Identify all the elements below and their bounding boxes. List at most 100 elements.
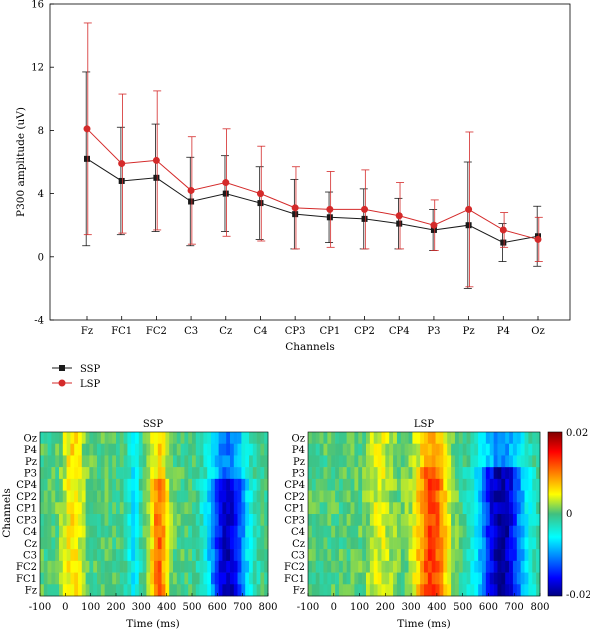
- heatmap-cell: [424, 525, 429, 538]
- heatmap-cell: [331, 443, 336, 456]
- heatmap-cell: [308, 432, 313, 445]
- heatmap-cell: [123, 478, 128, 491]
- heatmap-cell: [505, 572, 510, 585]
- heatmap-cell: [311, 432, 317, 445]
- heatmap-cell: [241, 478, 246, 491]
- heatmap-cell: [203, 584, 208, 597]
- heatmap-cell: [308, 560, 313, 573]
- heatmap-cell: [323, 514, 328, 527]
- heatmap-cell: [420, 490, 425, 503]
- heatmap-cell: [260, 560, 265, 573]
- heatmap-cell: [93, 443, 98, 456]
- heatmap-cell: [335, 432, 340, 445]
- heatmap-cell: [150, 478, 155, 491]
- heatmap-cell: [222, 478, 227, 491]
- heatmap-cell: [51, 490, 56, 503]
- heatmap-cell: [169, 525, 174, 538]
- heatmap-cell: [400, 549, 405, 562]
- heatmap-cell: [108, 514, 113, 527]
- heatmap-cell: [249, 514, 254, 527]
- heatmap-cell: [474, 467, 479, 480]
- heatmap-cell: [123, 455, 128, 468]
- heatmap-cell: [135, 455, 140, 468]
- heatmap-cell: [451, 443, 456, 456]
- heatmap-cell: [165, 490, 170, 503]
- heatmap-cell: [104, 572, 109, 585]
- heatmap-cell: [100, 560, 105, 573]
- heatmap-cell: [389, 549, 394, 562]
- heatmap-cell: [203, 525, 208, 538]
- heatmap-cell: [59, 537, 64, 550]
- heatmap-cell: [264, 572, 269, 585]
- row-label-cp1: CP1: [16, 504, 37, 515]
- heatmap-cell: [249, 490, 254, 503]
- heatmap-cell: [55, 478, 60, 491]
- heatmap-frame: [307, 431, 541, 597]
- heatmap-cell: [335, 572, 340, 585]
- heatmap-cell: [509, 467, 514, 480]
- heatmap-cell: [47, 432, 52, 445]
- row-label-cz: Cz: [24, 539, 37, 550]
- heatmap-cell: [192, 478, 197, 491]
- heatmap-cell: [342, 537, 347, 550]
- heatmap-cell: [466, 572, 471, 585]
- heatmap-cell: [470, 525, 475, 538]
- heatmap-cell: [528, 432, 533, 445]
- heatmap-cell: [154, 560, 159, 573]
- heatmap-cell: [420, 467, 425, 480]
- heatmap-cell: [512, 537, 518, 550]
- line-chart-x-axis: Fz FC1 FC2 C3 Cz C4 CP3 CP1 CP2 CP4 P3 Pz P4 Oz: [81, 316, 545, 337]
- heatmap-cell: [188, 514, 193, 527]
- heatmap-cell: [59, 432, 64, 445]
- heatmap-cell: [458, 584, 463, 597]
- heatmap-cell: [393, 432, 398, 445]
- heatmap-cell: [366, 549, 371, 562]
- heatmap-cell: [520, 502, 525, 515]
- row-label-c4: C4: [23, 527, 37, 538]
- heatmap-cell: [78, 549, 83, 562]
- heatmap-cell: [520, 443, 525, 456]
- heatmap-cell: [70, 572, 75, 585]
- heatmap-cell: [127, 560, 132, 573]
- heatmap-cell: [104, 443, 109, 456]
- heatmap-cell: [373, 584, 378, 597]
- heatmap-cell: [112, 478, 117, 491]
- heatmap-cell: [226, 432, 231, 445]
- heatmap-cell: [424, 478, 429, 491]
- heatmap-cell: [389, 455, 394, 468]
- data-point: [153, 174, 160, 181]
- heatmap-cell: [249, 467, 254, 480]
- heatmap-cell: [369, 525, 375, 538]
- row-label-fc2: FC2: [16, 562, 37, 573]
- heatmap-cell: [47, 537, 52, 550]
- heatmap-cell: [211, 584, 216, 597]
- heatmap-cell: [427, 549, 433, 562]
- heatmap-cell: [532, 502, 537, 515]
- heatmap-cell: [439, 525, 444, 538]
- heatmap-cell: [55, 432, 60, 445]
- heatmap-cell: [127, 572, 132, 585]
- heatmap-cell: [420, 443, 425, 456]
- heatmap-cell: [116, 584, 121, 597]
- heatmap-cell: [447, 502, 452, 515]
- x-tick-label: 300: [402, 602, 421, 613]
- heatmap-cell: [195, 502, 200, 515]
- heatmap-cell: [489, 467, 494, 480]
- heatmap-cell: [346, 455, 351, 468]
- heatmap-cell: [369, 572, 375, 585]
- heatmap-cell: [214, 467, 219, 480]
- heatmap-cell: [331, 560, 336, 573]
- heatmap-cell: [319, 560, 324, 573]
- heatmap-cell: [195, 490, 200, 503]
- heatmap-cell: [451, 478, 456, 491]
- heatmap-cell: [331, 572, 336, 585]
- heatmap-cell: [256, 502, 261, 515]
- heatmap-cell: [241, 525, 246, 538]
- heatmap-cell: [138, 443, 143, 456]
- heatmap-cell: [123, 572, 128, 585]
- heatmap-cell: [173, 525, 178, 538]
- x-tick-label: 600: [479, 602, 498, 613]
- heatmap-cell: [474, 490, 479, 503]
- heatmap-cell: [66, 584, 71, 597]
- heatmap-cell: [451, 455, 456, 468]
